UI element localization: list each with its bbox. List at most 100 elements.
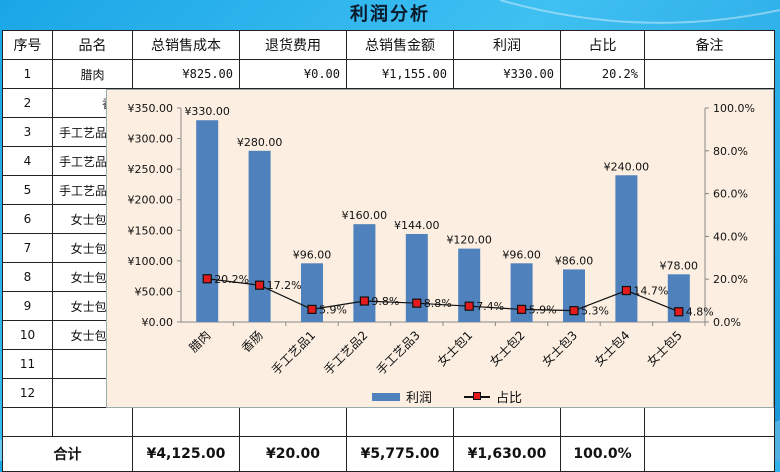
total-cost[interactable]: ¥4,125.00 [132, 436, 240, 472]
y-left-tick-label: ¥100.00 [128, 255, 174, 268]
bar [458, 248, 481, 322]
x-tick-label: 女士包1 [434, 328, 475, 369]
bar-data-label: ¥240.00 [604, 160, 650, 173]
bar [615, 175, 638, 322]
bar [248, 150, 271, 322]
x-tick-label: 女士包4 [591, 328, 632, 369]
chart-svg: ¥0.00 ¥50.00 ¥100.00 ¥150.00 ¥200.00 ¥250.00 ¥… [128, 102, 755, 377]
ratio-data-label: 4.8% [686, 306, 714, 319]
cell-no[interactable]: 12 [2, 378, 53, 408]
total-return-fee[interactable]: ¥20.00 [239, 436, 347, 472]
ratio-point [517, 304, 527, 314]
cell-no[interactable]: 11 [2, 349, 53, 379]
bar-data-label: ¥280.00 [237, 136, 283, 149]
spreadsheet: 利润分析 序号 品名 总销售成本 退货费用 总销售金额 利润 占比 备注 1 腊… [2, 4, 775, 472]
ratio-data-label: 17.2% [267, 279, 302, 292]
ratio-data-label: 5.9% [529, 303, 557, 316]
y-right-tick-label: 40.0% [713, 230, 748, 243]
y-left-tick-label: ¥50.00 [135, 285, 174, 298]
cell-no[interactable]: 7 [2, 233, 53, 263]
bar-data-label: ¥120.00 [446, 234, 492, 247]
ratio-data-label: 20.2% [214, 273, 249, 286]
y-left-tick-label: ¥150.00 [128, 224, 174, 237]
bar [405, 233, 428, 322]
cell-no[interactable]: 6 [2, 204, 53, 234]
cell-no[interactable] [2, 407, 53, 437]
ratio-point [621, 285, 632, 296]
bar-data-label: ¥96.00 [293, 248, 332, 261]
x-tick-label: 女士包3 [539, 328, 580, 369]
ratio-point [307, 304, 317, 314]
cell-empty[interactable] [453, 407, 561, 437]
cell-no[interactable]: 5 [2, 175, 53, 205]
bar-data-label: ¥144.00 [394, 219, 440, 232]
cell-sales[interactable]: ¥1,155.00 [346, 59, 454, 89]
bar-data-label: ¥96.00 [502, 248, 540, 261]
ratio-point [359, 296, 369, 306]
cell-no[interactable]: 10 [2, 320, 53, 350]
bar [196, 120, 219, 322]
bar-data-label: ¥330.00 [184, 105, 230, 118]
header-cell[interactable]: 序号 [2, 30, 53, 60]
y-left-tick-label: ¥300.00 [128, 133, 174, 146]
total-note[interactable] [644, 436, 775, 472]
table-row [2, 407, 775, 437]
ratio-data-label: 5.9% [319, 303, 347, 316]
total-sales[interactable]: ¥5,775.00 [346, 436, 454, 472]
header-cell[interactable]: 退货费用 [239, 30, 347, 60]
y-left-tick-label: ¥200.00 [128, 194, 174, 207]
cell-name[interactable]: 腊肉 [52, 59, 133, 89]
header-cell[interactable]: 品名 [52, 30, 133, 60]
total-ratio[interactable]: 100.0% [560, 436, 645, 472]
cell-cost[interactable]: ¥825.00 [132, 59, 240, 89]
cell-empty[interactable] [346, 407, 454, 437]
ratio-data-label: 5.3% [581, 305, 609, 318]
cell-no[interactable]: 3 [2, 117, 53, 147]
header-cell[interactable]: 利润 [453, 30, 561, 60]
y-right-tick-label: 100.0% [713, 102, 755, 115]
legend-label-profit: 利润 [406, 391, 433, 406]
x-tick-label: 香肠 [239, 328, 266, 355]
cell-profit[interactable]: ¥330.00 [453, 59, 561, 89]
header-cell[interactable]: 占比 [560, 30, 645, 60]
x-tick-label: 手工艺品3 [374, 328, 423, 377]
cell-empty[interactable] [644, 407, 775, 437]
cell-no[interactable]: 2 [2, 88, 53, 118]
header-cell[interactable]: 备注 [644, 30, 775, 60]
ratio-point [569, 306, 579, 316]
bar-data-label: ¥160.00 [342, 209, 388, 222]
cell-name[interactable] [52, 407, 133, 437]
legend-line-swatch [464, 391, 491, 400]
bar-data-label: ¥86.00 [555, 254, 594, 267]
table-row: 1 腊肉 ¥825.00 ¥0.00 ¥1,155.00 ¥330.00 20.… [2, 59, 775, 89]
profit-chart[interactable]: ¥0.00 ¥50.00 ¥100.00 ¥150.00 ¥200.00 ¥250.00 ¥… [106, 89, 774, 408]
header-cell[interactable]: 总销售金额 [346, 30, 454, 60]
x-tick-label: 女士包2 [486, 328, 527, 369]
y-left-tick-label: ¥350.00 [128, 102, 174, 115]
cell-empty[interactable] [132, 407, 240, 437]
ratio-point [412, 298, 422, 308]
ratio-point [464, 301, 474, 311]
cell-ratio[interactable]: 20.2% [560, 59, 645, 89]
total-label[interactable]: 合计 [2, 436, 133, 472]
x-tick-label: 手工艺品2 [321, 328, 370, 377]
cell-no[interactable]: 1 [2, 59, 53, 89]
cell-empty[interactable] [560, 407, 645, 437]
sheet-title: 利润分析 [350, 4, 430, 25]
header-cell[interactable]: 总销售成本 [132, 30, 240, 60]
cell-empty[interactable] [239, 407, 347, 437]
y-right-tick-label: 60.0% [713, 188, 748, 201]
total-row: 合计 ¥4,125.00 ¥20.00 ¥5,775.00 ¥1,630.00 … [2, 436, 775, 472]
chart-legend[interactable]: 利润 占比 [372, 387, 522, 406]
cell-no[interactable]: 4 [2, 146, 53, 176]
cell-return-fee[interactable]: ¥0.00 [239, 59, 347, 89]
ratio-data-label: 8.8% [424, 297, 452, 310]
cell-no[interactable]: 9 [2, 291, 53, 321]
ratio-data-label: 9.8% [371, 295, 399, 308]
cell-no[interactable]: 8 [2, 262, 53, 292]
cell-note[interactable] [644, 59, 775, 89]
ratio-data-label: 7.4% [476, 300, 504, 313]
total-profit[interactable]: ¥1,630.00 [453, 436, 561, 472]
bar [510, 263, 533, 322]
ratio-point [255, 280, 265, 290]
